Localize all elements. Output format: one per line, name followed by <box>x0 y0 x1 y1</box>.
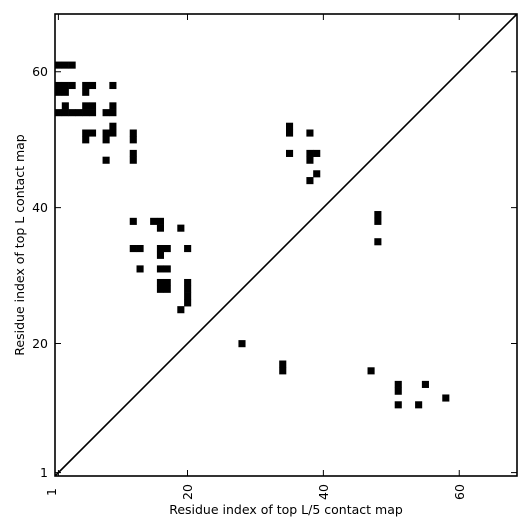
contact-cell-upper <box>129 156 137 164</box>
contact-cell-lower <box>367 367 375 375</box>
contact-cell-upper <box>156 251 165 259</box>
contact-cell-upper <box>61 102 69 110</box>
contact-cell-upper <box>177 306 185 314</box>
contact-cell-upper <box>61 61 69 69</box>
contact-cell-upper <box>129 245 137 253</box>
contact-cell-lower <box>421 380 429 388</box>
contact-cell-upper <box>61 81 69 90</box>
contact-cell-lower <box>279 367 287 375</box>
contact-cell-upper <box>82 109 90 117</box>
plot-frame <box>54 13 518 477</box>
contact-cell-upper <box>55 81 63 90</box>
contact-cell-upper <box>68 81 76 90</box>
contact-cell-upper <box>61 109 69 117</box>
contact-cell-upper <box>374 211 382 219</box>
contact-cell-upper <box>68 61 76 69</box>
contact-cell-upper <box>88 102 97 110</box>
x-tick-label-20: 20 <box>180 484 195 500</box>
lower-contact-cells <box>238 340 450 409</box>
contact-cell-upper <box>374 217 382 225</box>
contact-cell-upper <box>156 285 165 293</box>
contact-cell-upper <box>102 109 110 117</box>
contact-cell-lower <box>442 394 450 402</box>
contact-cell-upper <box>55 61 63 69</box>
contact-cell-upper <box>163 245 171 253</box>
x-tick-label-60: 60 <box>452 484 467 500</box>
contact-cell-upper <box>88 129 97 137</box>
contact-cell-upper <box>102 129 110 137</box>
contact-cell-upper <box>313 149 321 157</box>
contact-cell-upper <box>306 129 314 137</box>
contact-cell-upper <box>102 136 110 144</box>
contact-cell-upper <box>163 285 171 293</box>
contact-cell-upper <box>184 278 192 287</box>
contact-cell-lower <box>394 401 402 409</box>
contact-cell-upper <box>109 81 117 90</box>
upper-contact-cells <box>55 61 382 314</box>
contact-cell-upper <box>374 238 382 246</box>
contact-cell-upper <box>156 217 165 225</box>
contact-cell-upper <box>286 149 294 157</box>
y-axis-label: Residue index of top L contact map <box>12 134 27 355</box>
contact-cell-upper <box>55 109 63 117</box>
y-tick-label-1: 1 <box>40 465 48 480</box>
contact-cell-upper <box>129 217 137 225</box>
contact-cell-upper <box>82 129 90 137</box>
contact-cell-upper <box>136 245 144 253</box>
contact-cell-upper <box>156 245 165 253</box>
contact-cell-lower <box>394 387 402 395</box>
contact-cell-upper <box>286 122 294 130</box>
contact-cell-upper <box>55 88 63 96</box>
contact-cell-upper <box>177 224 185 232</box>
contact-cell-lower <box>394 380 402 388</box>
contact-cell-upper <box>184 292 192 300</box>
contact-cell-upper <box>150 217 158 225</box>
contact-cell-upper <box>109 102 117 110</box>
contact-cell-lower <box>279 360 287 368</box>
contact-cell-upper <box>129 136 137 144</box>
contact-cell-upper <box>61 88 69 96</box>
x-tick-label-1: 1 <box>44 488 59 496</box>
axis-ticks <box>55 14 517 476</box>
contact-cell-upper <box>129 129 137 137</box>
contact-cell-upper <box>306 149 314 157</box>
contact-cell-upper <box>313 170 321 178</box>
contact-cell-upper <box>156 278 165 287</box>
contact-cell-lower <box>415 401 423 409</box>
contact-cell-upper <box>88 109 97 117</box>
contact-cell-upper <box>156 224 165 232</box>
contact-cell-upper <box>129 149 137 157</box>
contact-cell-upper <box>82 81 90 90</box>
y-tick-label-20: 20 <box>32 336 48 351</box>
contact-cell-upper <box>82 102 90 110</box>
y-tick-label-60: 60 <box>32 64 48 79</box>
contact-cell-upper <box>109 129 117 137</box>
contact-cell-upper <box>136 265 144 273</box>
contact-cell-upper <box>82 136 90 144</box>
x-axis-label: Residue index of top L/5 contact map <box>169 502 403 517</box>
diagonal-line <box>54 13 518 477</box>
y-tick-label-40: 40 <box>32 200 48 215</box>
contact-cell-upper <box>163 278 171 287</box>
contact-cell-upper <box>306 156 314 164</box>
x-tick-label-40: 40 <box>316 484 331 500</box>
contact-cell-upper <box>75 109 83 117</box>
contact-cell-lower <box>238 340 246 348</box>
contact-cell-upper <box>82 88 90 96</box>
contact-cell-upper <box>88 81 97 90</box>
contact-cell-upper <box>68 109 76 117</box>
contact-cell-upper <box>184 299 192 307</box>
contact-cell-upper <box>109 109 117 117</box>
contact-cell-upper <box>286 129 294 137</box>
contact-cell-upper <box>184 285 192 293</box>
contact-cell-upper <box>163 265 171 273</box>
contact-cell-upper <box>109 122 117 130</box>
contact-cell-upper <box>306 177 314 185</box>
contact-cell-upper <box>156 265 165 273</box>
contact-cell-upper <box>102 156 110 164</box>
contact-cell-upper <box>184 245 192 253</box>
